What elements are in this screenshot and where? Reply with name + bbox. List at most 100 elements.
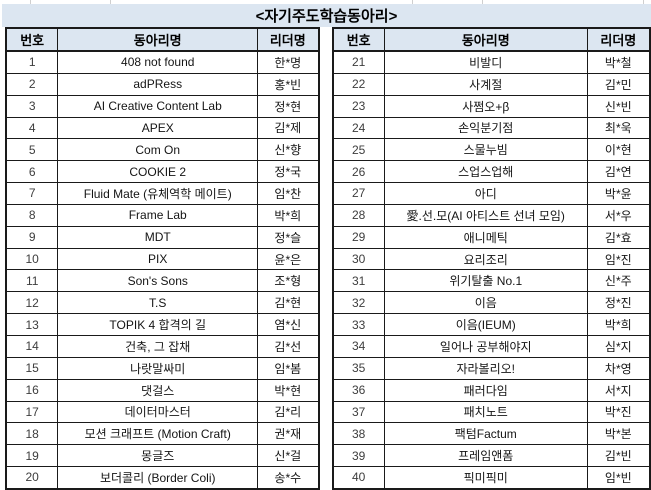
leader-name-cell: 임*빈 — [587, 467, 650, 489]
table-row: 8 Frame Lab 박*희 — [6, 204, 319, 226]
club-name-cell: 자라볼리오! — [384, 357, 587, 379]
club-name-cell: 위기탈출 No.1 — [384, 270, 587, 292]
leader-name-cell: 조*형 — [258, 270, 319, 292]
club-name-cell: 스물누빔 — [384, 139, 587, 161]
club-name-cell: 스업스업해 — [384, 161, 587, 183]
row-number-cell: 3 — [6, 95, 58, 117]
table-row: 9 MDT 정*슬 — [6, 226, 319, 248]
row-number-cell: 30 — [333, 248, 385, 270]
leader-name-cell: 신*주 — [587, 270, 650, 292]
table-row: 27 아디 박*윤 — [333, 183, 651, 205]
table-row: 34 일어나 공부해야지 심*지 — [333, 335, 651, 357]
row-number-cell: 31 — [333, 270, 385, 292]
row-number-cell: 6 — [6, 161, 58, 183]
club-name-cell: Frame Lab — [58, 204, 258, 226]
table-row: 39 프레임앤폼 김*빈 — [333, 445, 651, 467]
table-row: 1 408 not found 한*명 — [6, 51, 319, 73]
row-number-cell: 15 — [6, 357, 58, 379]
club-name-cell: 이음 — [384, 292, 587, 314]
club-name-cell: T.S — [58, 292, 258, 314]
table-row: 22 사계절 김*민 — [333, 73, 651, 95]
row-number-cell: 17 — [6, 401, 58, 423]
column-header-club: 동아리명 — [58, 28, 258, 51]
row-number-cell: 39 — [333, 445, 385, 467]
leader-name-cell: 송*수 — [258, 467, 319, 489]
club-name-cell: 보더콜리 (Border Coli) — [58, 467, 258, 489]
table-row: 20 보더콜리 (Border Coli) 송*수 — [6, 467, 319, 489]
row-number-cell: 13 — [6, 314, 58, 336]
table-row: 17 데이터마스터 김*리 — [6, 401, 319, 423]
row-number-cell: 27 — [333, 183, 385, 205]
table-row: 33 이음(IEUM) 박*희 — [333, 314, 651, 336]
club-name-cell: 아디 — [384, 183, 587, 205]
club-name-cell: 모션 크래프트 (Motion Craft) — [58, 423, 258, 445]
leader-name-cell: 심*지 — [587, 335, 650, 357]
leader-name-cell: 임*봄 — [258, 357, 319, 379]
leader-name-cell: 최*욱 — [587, 117, 650, 139]
column-header-leader: 리더명 — [258, 28, 319, 51]
title-band: <자기주도학습동아리> — [2, 4, 651, 27]
club-name-cell: Fluid Mate (유체역학 메이트) — [58, 183, 258, 205]
club-tables-container: 번호 동아리명 리더명 1 408 not found 한*명 2 adPRes… — [5, 27, 651, 490]
table-row: 36 패러다임 서*지 — [333, 379, 651, 401]
leader-name-cell: 박*윤 — [587, 183, 650, 205]
row-number-cell: 32 — [333, 292, 385, 314]
leader-name-cell: 정*슬 — [258, 226, 319, 248]
table-row: 12 T.S 김*현 — [6, 292, 319, 314]
table-row: 15 나랏말싸미 임*봄 — [6, 357, 319, 379]
leader-name-cell: 박*희 — [587, 314, 650, 336]
leader-name-cell: 김*효 — [587, 226, 650, 248]
leader-name-cell: 임*찬 — [258, 183, 319, 205]
club-table-left: 번호 동아리명 리더명 1 408 not found 한*명 2 adPRes… — [5, 27, 320, 490]
club-name-cell: 요리조리 — [384, 248, 587, 270]
row-number-cell: 24 — [333, 117, 385, 139]
leader-name-cell: 박*본 — [587, 423, 650, 445]
row-number-cell: 35 — [333, 357, 385, 379]
table-row: 13 TOPIK 4 합격의 길 염*신 — [6, 314, 319, 336]
row-number-cell: 5 — [6, 139, 58, 161]
row-number-cell: 20 — [6, 467, 58, 489]
club-name-cell: Com On — [58, 139, 258, 161]
row-number-cell: 11 — [6, 270, 58, 292]
leader-name-cell: 박*철 — [587, 51, 650, 73]
leader-name-cell: 신*걸 — [258, 445, 319, 467]
row-number-cell: 23 — [333, 95, 385, 117]
club-name-cell: 댓걸스 — [58, 379, 258, 401]
club-name-cell: adPRess — [58, 73, 258, 95]
club-name-cell: AI Creative Content Lab — [58, 95, 258, 117]
table-row: 4 APEX 김*제 — [6, 117, 319, 139]
table-row: 21 비발디 박*철 — [333, 51, 651, 73]
club-name-cell: 愛.선.모(AI 아티스트 선녀 모임) — [384, 204, 587, 226]
club-name-cell: 일어나 공부해야지 — [384, 335, 587, 357]
leader-name-cell: 김*리 — [258, 401, 319, 423]
leader-name-cell: 김*민 — [587, 73, 650, 95]
club-name-cell: PIX — [58, 248, 258, 270]
table-row: 10 PIX 윤*은 — [6, 248, 319, 270]
leader-name-cell: 김*제 — [258, 117, 319, 139]
leader-name-cell: 서*우 — [587, 204, 650, 226]
club-name-cell: APEX — [58, 117, 258, 139]
club-name-cell: 건축, 그 잡채 — [58, 335, 258, 357]
table-body-left: 1 408 not found 한*명 2 adPRess 홍*빈 3 AI C… — [6, 51, 319, 489]
club-name-cell: 사계절 — [384, 73, 587, 95]
table-row: 31 위기탈출 No.1 신*주 — [333, 270, 651, 292]
table-row: 40 픽미픽미 임*빈 — [333, 467, 651, 489]
leader-name-cell: 정*진 — [587, 292, 650, 314]
table-row: 19 몽글즈 신*걸 — [6, 445, 319, 467]
page-title: <자기주도학습동아리> — [256, 5, 398, 26]
table-row: 16 댓걸스 박*현 — [6, 379, 319, 401]
row-number-cell: 7 — [6, 183, 58, 205]
club-name-cell: MDT — [58, 226, 258, 248]
row-number-cell: 18 — [6, 423, 58, 445]
club-name-cell: 패러다임 — [384, 379, 587, 401]
leader-name-cell: 정*현 — [258, 95, 319, 117]
leader-name-cell: 염*신 — [258, 314, 319, 336]
row-number-cell: 19 — [6, 445, 58, 467]
table-row: 6 COOKIE 2 정*국 — [6, 161, 319, 183]
club-name-cell: 사쩜오+β — [384, 95, 587, 117]
club-name-cell: 비발디 — [384, 51, 587, 73]
row-number-cell: 26 — [333, 161, 385, 183]
table-row: 24 손익분기점 최*욱 — [333, 117, 651, 139]
leader-name-cell: 한*명 — [258, 51, 319, 73]
row-number-cell: 38 — [333, 423, 385, 445]
